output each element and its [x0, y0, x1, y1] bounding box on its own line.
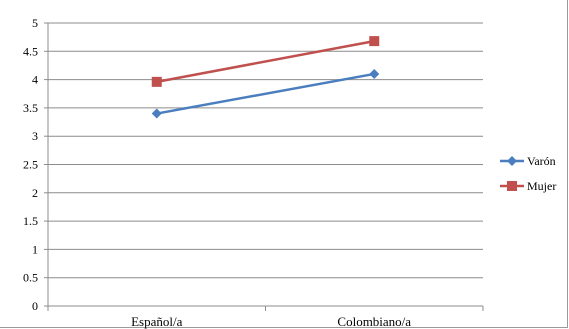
- y-tick-label: 3: [32, 129, 38, 143]
- data-point: [151, 108, 162, 119]
- legend-label: Mujer: [527, 179, 556, 193]
- y-tick-label: 0: [32, 299, 38, 313]
- x-tick-label: Español/a: [131, 314, 182, 329]
- legend-label: Varón: [527, 154, 556, 168]
- x-tick-label: Colombiano/a: [337, 314, 411, 329]
- y-tick-label: 0.5: [23, 271, 38, 285]
- y-tick-label: 3.5: [23, 101, 38, 115]
- y-tick-label: 2: [32, 186, 38, 200]
- legend-marker: [507, 181, 517, 191]
- data-point: [151, 76, 162, 87]
- series-lines: [151, 36, 380, 119]
- gridlines: [48, 22, 483, 279]
- y-tick-label: 4: [32, 73, 38, 87]
- y-tick-label: 4.5: [23, 44, 38, 58]
- y-tick-labels: 0 0.5 1 1.5 2 2.5 3 3.5 4 4.5 5: [23, 16, 38, 313]
- series-line-1: [156, 39, 375, 84]
- axes: [44, 22, 484, 311]
- x-tick-labels: Español/a Colombiano/a: [131, 314, 411, 329]
- legend-marker: [507, 156, 517, 166]
- y-tick-label: 1: [32, 242, 38, 256]
- y-tick-label: 2.5: [23, 158, 38, 172]
- y-tick-label: 1.5: [23, 214, 38, 228]
- y-tick-label: 5: [32, 16, 38, 30]
- series-line-0: [156, 72, 375, 115]
- data-point: [369, 68, 380, 79]
- legend: Varón Mujer: [500, 154, 556, 193]
- data-point: [369, 36, 380, 47]
